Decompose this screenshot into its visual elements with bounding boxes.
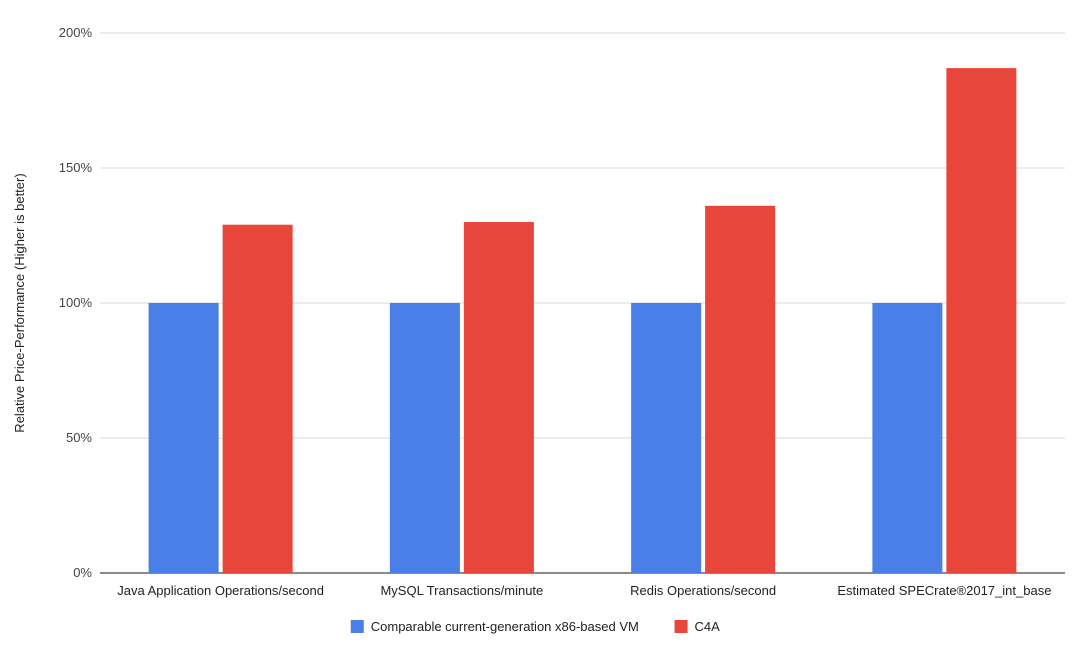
bar-c4a-0: [222, 224, 293, 573]
y-axis-label: Relative Price-Performance (Higher is be…: [12, 173, 27, 432]
x-category-label: MySQL Transactions/minute: [380, 583, 543, 598]
x-category-label: Java Application Operations/second: [117, 583, 324, 598]
y-tick-label: 50%: [66, 430, 92, 445]
legend-label-x86-vm: Comparable current-generation x86-based …: [371, 619, 639, 634]
x-category-label: Estimated SPECrate®2017_int_base: [837, 583, 1051, 598]
bar-x86-vm-1: [389, 303, 460, 573]
y-tick-label: 0%: [73, 565, 92, 580]
bar-c4a-3: [946, 68, 1017, 573]
y-tick-label: 200%: [59, 25, 93, 40]
bar-c4a-2: [705, 205, 776, 574]
legend-swatch-x86-vm: [350, 620, 364, 633]
legend-swatch-c4a: [674, 620, 688, 633]
y-tick-label: 100%: [59, 295, 93, 310]
bar-x86-vm-2: [631, 303, 702, 573]
x-category-label: Redis Operations/second: [630, 583, 776, 598]
bar-x86-vm-3: [872, 303, 943, 573]
y-tick-label: 150%: [59, 160, 93, 175]
bar-c4a-1: [463, 222, 534, 573]
bar-x86-vm-0: [148, 303, 219, 573]
legend-label-c4a: C4A: [695, 619, 721, 634]
